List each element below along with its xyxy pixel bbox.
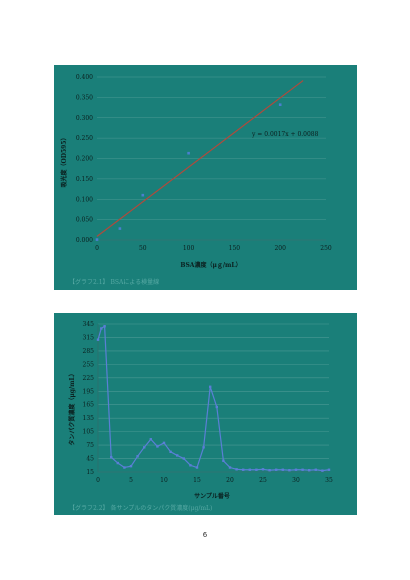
data-point	[261, 468, 265, 471]
x-tick-label: 150	[229, 245, 241, 252]
x-tick-label: 30	[292, 477, 300, 484]
data-point	[202, 446, 205, 449]
y-tick-label: 195	[83, 388, 95, 395]
y-tick-label: 0.150	[76, 176, 93, 183]
data-point	[96, 338, 100, 341]
data-point	[321, 469, 324, 472]
trendline-equation: y = 0.0017x + 0.0088	[251, 131, 319, 138]
data-point	[215, 405, 218, 409]
y-tick-label: 0.400	[76, 74, 93, 81]
protein-concentration-chart: 15 45 75 105 135 165 195 225 255 285 315 345 0 5 10 15 2…	[68, 321, 333, 512]
data-point	[235, 468, 238, 471]
x-tick-label: 25	[259, 477, 267, 484]
x-tick-label: 5	[129, 477, 133, 484]
data-point	[255, 468, 258, 471]
data-point	[308, 469, 311, 472]
y-tick-label: 0.050	[76, 217, 93, 224]
data-point	[100, 327, 103, 330]
y-tick-label: 75	[86, 442, 94, 449]
y-tick-label: 0.300	[76, 115, 93, 122]
x-tick-label: 100	[183, 245, 195, 252]
y-tick-label: 255	[83, 361, 95, 368]
data-point	[268, 469, 271, 472]
data-point	[248, 468, 251, 471]
data-point	[195, 466, 199, 469]
y-tick-label: 0.000	[76, 237, 93, 244]
data-point	[143, 446, 146, 449]
data-point	[110, 456, 113, 459]
x-tick-label: 200	[274, 245, 286, 252]
data-point	[301, 468, 304, 471]
data-point	[314, 468, 317, 471]
chart-caption: 【グラフ2.1】 BSAによる検量線	[69, 278, 159, 286]
data-point	[129, 464, 133, 468]
x-tick-label: 0	[96, 477, 100, 484]
data-point	[278, 103, 282, 107]
data-point	[141, 193, 145, 197]
y-tick-label: 0.350	[76, 94, 93, 101]
y-tick-label: 315	[83, 334, 95, 341]
calibration-chart: 0.000 0.050 0.100 0.150 0.200 0.250 0.300 0.350…	[60, 74, 332, 286]
x-tick-label: 20	[226, 477, 234, 484]
y-tick-label: 285	[83, 348, 95, 355]
data-point	[327, 468, 331, 471]
data-point	[222, 459, 225, 462]
data-point	[136, 455, 139, 458]
data-point	[275, 468, 278, 471]
x-tick-label: 50	[139, 245, 147, 252]
data-point	[149, 438, 152, 441]
data-point	[182, 457, 185, 460]
y-tick-label: 15	[86, 469, 94, 476]
trendline	[96, 80, 304, 237]
data-point	[123, 466, 126, 469]
data-point	[294, 468, 298, 471]
data-point	[242, 468, 245, 471]
data-point	[187, 151, 190, 155]
data-point	[95, 238, 99, 241]
data-point	[156, 445, 159, 448]
y-tick-label: 0.250	[76, 135, 93, 142]
data-point	[228, 466, 232, 469]
data-point	[118, 227, 122, 230]
x-tick-label: 250	[320, 245, 332, 252]
data-point	[189, 464, 192, 467]
chart-caption: 【グラフ2.2】 各サンプルのタンパク質濃度(μg/mL)	[69, 504, 212, 512]
y-tick-label: 135	[83, 415, 95, 422]
y-tick-label: 105	[83, 429, 95, 436]
x-tick-label: 15	[193, 477, 201, 484]
x-axis-label: サンプル番号	[194, 492, 230, 500]
x-tick-label: 10	[160, 477, 168, 484]
y-tick-label: 345	[83, 321, 95, 328]
data-point	[176, 454, 179, 457]
data-point	[281, 468, 284, 471]
y-tick-label: 165	[83, 402, 95, 409]
x-tick-label: 35	[325, 477, 333, 484]
series-line	[97, 325, 330, 472]
data-point	[162, 441, 166, 445]
data-point	[169, 450, 172, 454]
data-point	[103, 325, 106, 328]
protein-concentration-chart-panel: 15 45 75 105 135 165 195 225 255 285 315 345 0 5 10 15 2…	[54, 313, 357, 515]
y-axis-label: タンパク質濃度（μg/mL）	[68, 370, 76, 445]
calibration-chart-panel: 0.000 0.050 0.100 0.150 0.200 0.250 0.300 0.350…	[54, 65, 357, 290]
y-tick-label: 0.200	[76, 156, 93, 163]
data-point	[209, 385, 212, 388]
y-axis-label: 吸光度（OD595）	[60, 135, 68, 188]
x-axis-label: BSA濃度（μｇ/mL）	[180, 261, 241, 270]
x-tick-label: 0	[95, 245, 99, 252]
data-point	[116, 461, 119, 465]
y-tick-label: 0.100	[76, 196, 93, 203]
data-point	[288, 469, 291, 472]
y-tick-label: 45	[86, 456, 94, 463]
y-tick-label: 225	[83, 375, 95, 382]
page-number: 6	[202, 531, 208, 539]
